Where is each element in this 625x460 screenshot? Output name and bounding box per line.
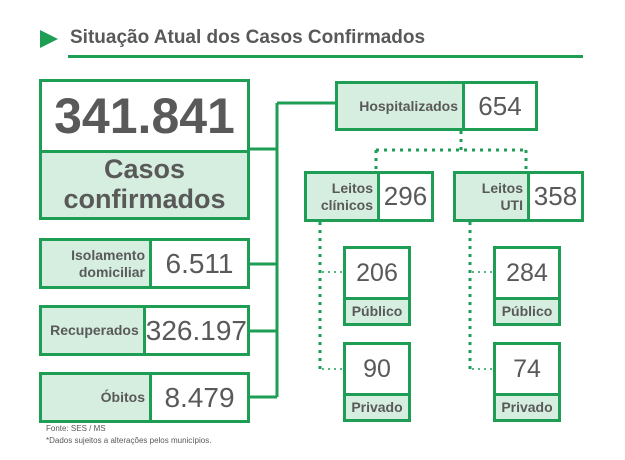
recovered-box: Recuperados 326.197 <box>39 305 250 356</box>
clinical-public-box: 206 Público <box>343 246 411 326</box>
clinical-value: 296 <box>377 174 431 219</box>
confirmed-cases-box: 341.841 Casos confirmados <box>39 79 250 220</box>
clinical-private-value: 90 <box>346 345 408 393</box>
clinical-public-value: 206 <box>346 249 408 297</box>
icu-public-box: 284 Público <box>493 246 561 326</box>
recovered-value: 326.197 <box>142 308 247 353</box>
icu-private-label: Privado <box>496 393 558 419</box>
icu-public-label: Público <box>496 297 558 323</box>
connector-dotted-hosp <box>374 131 528 172</box>
connector-solid <box>248 101 336 399</box>
title-underline <box>68 55 583 58</box>
isolation-box: Isolamento domiciliar 6.511 <box>39 238 250 289</box>
clinical-private-label: Privado <box>346 393 408 419</box>
confirmed-value: 341.841 <box>42 82 247 150</box>
deaths-box: Óbitos 8.479 <box>39 372 250 423</box>
isolation-label: Isolamento domiciliar <box>42 241 149 286</box>
clinical-label: Leitos clínicos <box>307 174 377 219</box>
footer-source: Fonte: SES / MS <box>46 424 106 433</box>
icu-beds-box: Leitos UTI 358 <box>453 171 584 222</box>
page-title: Situação Atual dos Casos Confirmados <box>70 27 426 48</box>
clinical-beds-box: Leitos clínicos 296 <box>304 171 434 222</box>
deaths-label: Óbitos <box>42 375 149 420</box>
footer-note: *Dados sujeitos a alterações pelos munic… <box>46 436 212 445</box>
deaths-value: 8.479 <box>149 375 247 420</box>
hospitalized-label: Hospitalizados <box>338 84 462 128</box>
confirmed-label: Casos confirmados <box>42 150 247 217</box>
clinical-public-label: Público <box>346 297 408 323</box>
icu-label: Leitos UTI <box>456 174 527 219</box>
icu-private-box: 74 Privado <box>493 342 561 422</box>
isolation-value: 6.511 <box>149 241 247 286</box>
recovered-label: Recuperados <box>42 308 143 353</box>
title-arrow-icon <box>40 30 58 48</box>
clinical-private-box: 90 Privado <box>343 342 411 422</box>
hospitalized-box: Hospitalizados 654 <box>335 81 538 131</box>
icu-private-value: 74 <box>496 345 558 393</box>
icu-public-value: 284 <box>496 249 558 297</box>
hospitalized-value: 654 <box>462 84 535 128</box>
icu-value: 358 <box>527 174 581 219</box>
